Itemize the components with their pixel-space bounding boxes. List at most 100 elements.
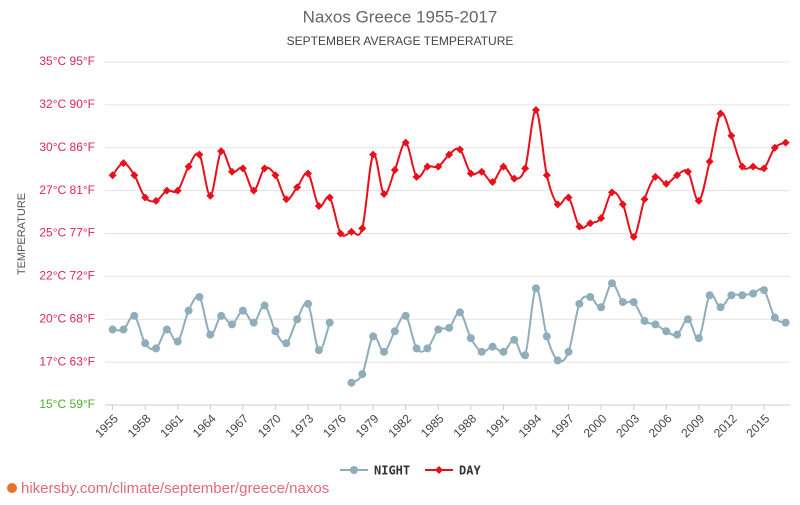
marker	[597, 214, 606, 223]
marker	[293, 315, 302, 324]
marker	[553, 356, 562, 365]
x-tick-label: 1982	[385, 411, 414, 440]
marker	[575, 299, 584, 308]
marker	[455, 308, 464, 317]
marker	[206, 191, 215, 200]
marker	[499, 162, 508, 171]
marker	[423, 162, 432, 171]
marker	[629, 298, 638, 307]
marker	[564, 193, 573, 202]
marker	[434, 325, 443, 334]
marker	[130, 311, 139, 320]
marker	[586, 219, 595, 228]
marker	[390, 166, 399, 175]
legend-item: DAY	[425, 464, 481, 478]
marker	[586, 292, 595, 301]
y-tick-label: 35°C 95°F	[39, 54, 95, 68]
marker	[510, 335, 519, 344]
marker	[488, 178, 497, 187]
marker	[350, 466, 358, 474]
x-tick-label: 1955	[92, 411, 121, 440]
marker	[607, 279, 616, 288]
marker	[238, 164, 247, 173]
x-tick-label: 1964	[190, 411, 219, 440]
marker	[217, 311, 226, 320]
y-tick-label: 25°C 77°F	[39, 226, 95, 240]
x-tick-label: 1973	[288, 411, 317, 440]
marker	[195, 150, 204, 159]
marker	[770, 313, 779, 322]
marker	[304, 299, 313, 308]
marker	[499, 347, 508, 356]
marker	[683, 315, 692, 324]
marker	[347, 227, 356, 236]
y-tick-label: 27°C 81°F	[39, 183, 95, 197]
marker	[325, 193, 334, 202]
marker	[293, 183, 302, 192]
marker	[162, 186, 171, 195]
marker	[510, 174, 519, 183]
marker	[141, 193, 150, 202]
marker	[358, 224, 367, 233]
marker	[749, 162, 758, 171]
x-tick-label: 2009	[678, 411, 707, 440]
marker	[521, 351, 530, 360]
x-tick-label: 2000	[581, 411, 610, 440]
marker	[369, 150, 378, 159]
marker	[705, 157, 714, 166]
marker	[412, 172, 421, 181]
legend-item: NIGHT	[340, 464, 410, 478]
marker	[401, 311, 410, 320]
marker	[260, 164, 269, 173]
marker	[542, 332, 551, 341]
x-tick-label: 1991	[483, 411, 512, 440]
marker	[694, 334, 703, 343]
marker	[466, 334, 475, 343]
x-tick-label: 2006	[646, 411, 675, 440]
marker	[618, 200, 627, 209]
marker	[119, 159, 128, 168]
marker	[445, 323, 454, 332]
marker	[173, 337, 182, 346]
marker	[477, 347, 486, 356]
x-tick-label: 1979	[353, 411, 382, 440]
x-tick-label: 1988	[450, 411, 479, 440]
marker	[260, 301, 269, 310]
marker	[651, 320, 660, 329]
x-tick-label: 1961	[157, 411, 186, 440]
marker	[228, 167, 237, 176]
marker	[238, 306, 247, 315]
x-tick-label: 1997	[548, 411, 577, 440]
marker	[369, 332, 378, 341]
marker	[249, 186, 258, 195]
marker	[206, 330, 215, 339]
x-tick-label: 2012	[711, 411, 740, 440]
marker	[759, 286, 768, 295]
chart-title: Naxos Greece 1955-2017	[303, 7, 498, 26]
marker	[347, 378, 356, 387]
marker	[716, 303, 725, 312]
marker	[640, 195, 649, 204]
marker	[749, 289, 758, 298]
marker	[217, 147, 226, 156]
marker	[727, 291, 736, 300]
marker	[477, 167, 486, 176]
marker	[662, 179, 671, 188]
marker	[564, 347, 573, 356]
marker	[770, 143, 779, 152]
marker	[314, 202, 323, 211]
marker	[727, 131, 736, 140]
marker	[379, 190, 388, 199]
source-link[interactable]: hikersby.com/climate/september/greece/na…	[21, 480, 329, 497]
marker	[336, 229, 345, 238]
marker	[781, 318, 790, 327]
y-tick-label: 17°C 63°F	[39, 354, 95, 368]
marker	[184, 306, 193, 315]
marker	[412, 344, 421, 353]
marker	[228, 320, 237, 329]
marker	[325, 318, 334, 327]
marker	[651, 172, 660, 181]
marker	[173, 186, 182, 195]
marker	[673, 171, 682, 180]
